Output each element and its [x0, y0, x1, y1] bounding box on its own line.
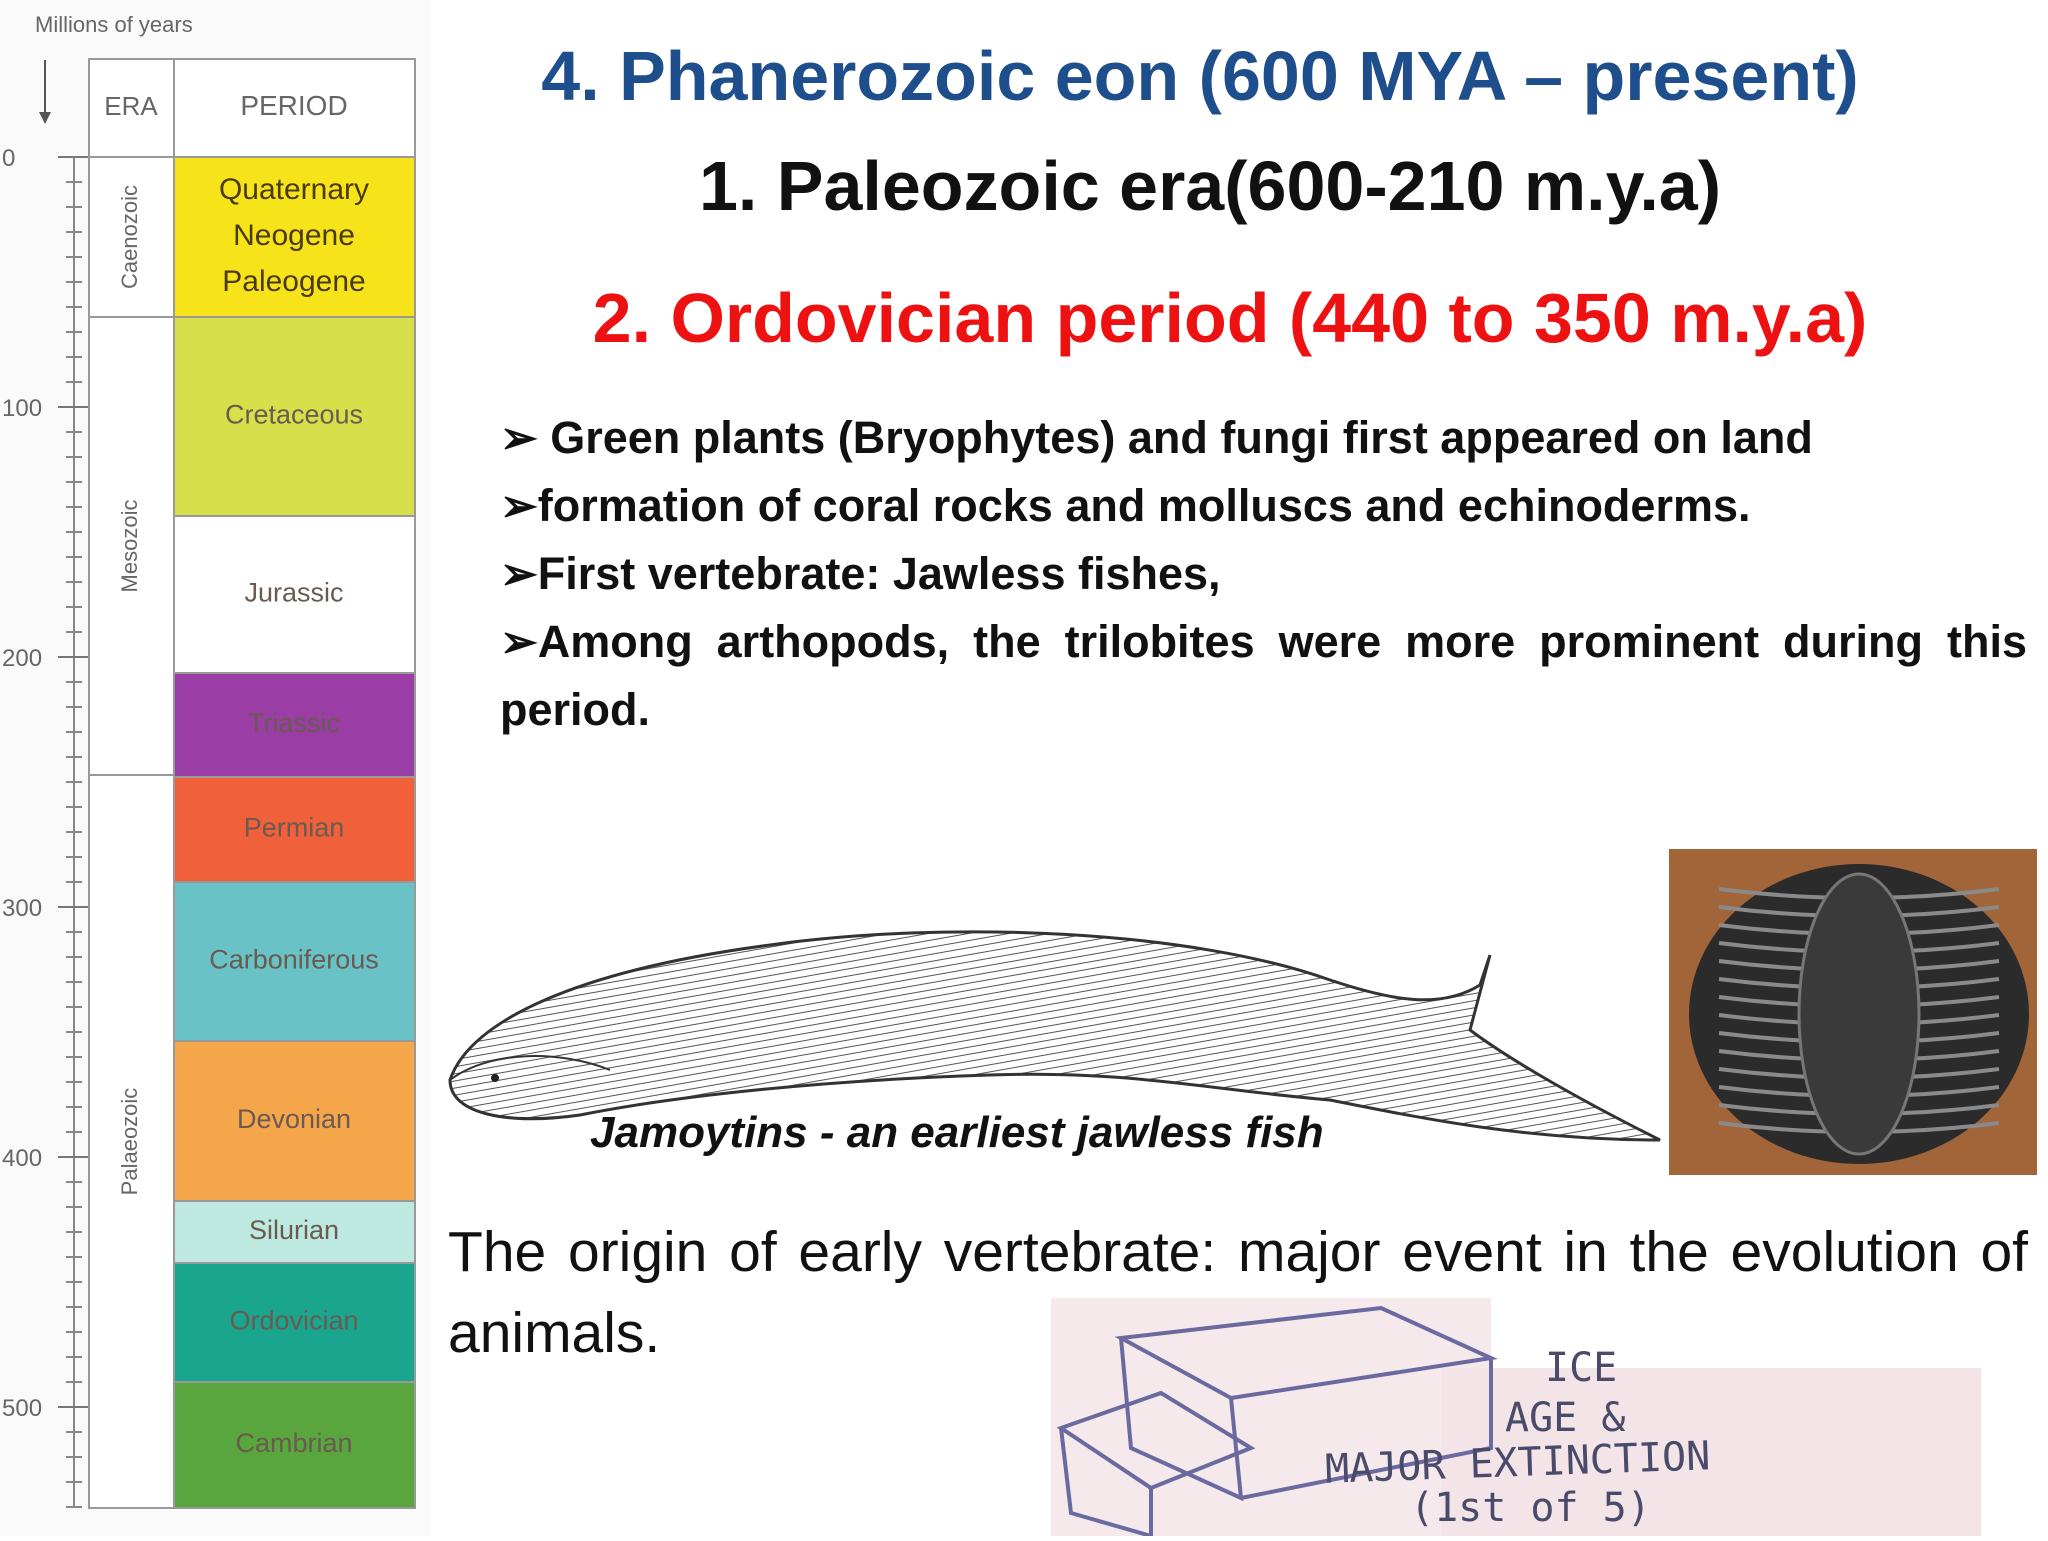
tick-label: 400	[2, 1145, 42, 1172]
period-label: Jurassic	[244, 578, 343, 608]
slide-subtitle: 1. Paleozoic era(600-210 m.y.a)	[698, 147, 1722, 225]
slide-title: 4. Phanerozoic eon (600 MYA – present)	[541, 37, 1859, 115]
tick-label: 300	[2, 895, 42, 922]
ice-note: ICE	[1545, 1345, 1618, 1391]
period-band	[173, 1200, 416, 1264]
era-label: Caenozoic	[117, 185, 142, 289]
period-label: Quaternary	[219, 173, 369, 206]
period-band	[173, 881, 416, 1042]
period-label: Permian	[244, 813, 345, 843]
bullet: formation of coral rocks and molluscs an…	[500, 472, 2027, 540]
period-band	[173, 1040, 416, 1202]
era-label: Mesozoic	[117, 500, 142, 593]
period-label: Triassic	[248, 708, 340, 738]
era-header: ERA	[104, 91, 158, 121]
tick-label: 500	[2, 1395, 42, 1422]
period-label: Paleogene	[222, 265, 365, 298]
bullet: First vertebrate: Jawless fishes,	[500, 540, 2027, 608]
period-label: Cretaceous	[225, 400, 363, 430]
period-label: Carboniferous	[209, 945, 379, 975]
paragraph: The origin of early vertebrate: major ev…	[448, 1220, 2028, 1365]
period-label: Neogene	[233, 219, 355, 252]
ice-age-illustration	[1051, 1298, 1981, 1536]
ice-note: AGE &	[1505, 1395, 1626, 1441]
period-header: PERIOD	[240, 90, 347, 121]
period-band	[173, 1381, 416, 1509]
timescale-chart: Millions of years ERA PERIOD 0 100 200 300 400 5…	[2, 12, 416, 1509]
bullet: Green plants (Bryophytes) and fungi firs…	[500, 404, 2027, 472]
period-band	[173, 156, 416, 318]
period-band	[173, 672, 416, 778]
trilobite-photo	[1669, 849, 2037, 1175]
era-label: Palaeozoic	[117, 1088, 142, 1196]
ice-note: (1st of 5)	[1410, 1485, 1651, 1531]
bullet-list: Green plants (Bryophytes) and fungi firs…	[500, 404, 2027, 744]
period-label: Cambrian	[235, 1428, 352, 1458]
geologic-timescale: Millions of years ERA PERIOD 0 100 200 300 400 5…	[0, 0, 430, 1536]
fish-illustration	[448, 930, 1661, 1142]
period-label: Ordovician	[229, 1306, 358, 1336]
era-cell	[88, 774, 175, 1509]
period-band	[173, 316, 416, 517]
period-label: Silurian	[249, 1215, 339, 1245]
period-band	[173, 1262, 416, 1383]
period-label: Devonian	[237, 1104, 351, 1134]
tick-label: 100	[2, 395, 42, 422]
slide-heading: 2. Ordovician period (440 to 350 m.y.a)	[592, 279, 1868, 357]
fish-caption: Jamoytins - an earliest jawless fish	[590, 1108, 1324, 1157]
axis-label: Millions of years	[35, 12, 193, 37]
bullet: Among arthopods, the trilobites were mor…	[500, 608, 2027, 744]
period-band	[173, 515, 416, 674]
tick-label: 200	[2, 645, 42, 672]
tick-label: 0	[2, 145, 15, 172]
axis-arrowhead	[39, 112, 51, 124]
